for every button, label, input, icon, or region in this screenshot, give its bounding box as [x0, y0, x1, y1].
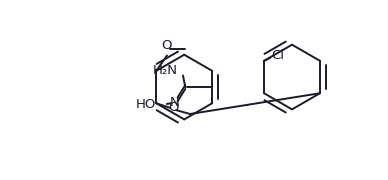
Text: H₂N: H₂N: [152, 64, 178, 77]
Text: HO: HO: [136, 98, 156, 111]
Text: Cl: Cl: [272, 49, 285, 62]
Text: N: N: [170, 96, 179, 109]
Text: O: O: [168, 101, 178, 114]
Text: O: O: [162, 39, 172, 52]
